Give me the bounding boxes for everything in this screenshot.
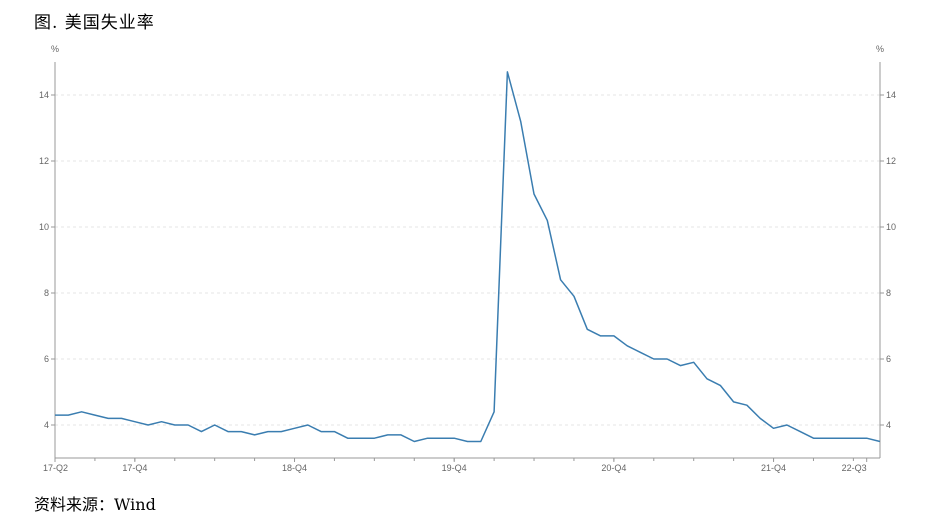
x-tick-label: 17-Q2 xyxy=(43,463,68,473)
x-tick-label: 18-Q4 xyxy=(282,463,307,473)
y-tick-label-right: 10 xyxy=(886,222,896,232)
y-tick-label-left: 4 xyxy=(44,420,49,430)
y-tick-label-left: 10 xyxy=(39,222,49,232)
x-tick-label: 20-Q4 xyxy=(601,463,626,473)
x-tick-label: 22-Q3 xyxy=(842,463,867,473)
x-tick-label: 19-Q4 xyxy=(442,463,467,473)
y-tick-labels: 4 4 6 6 8 8 10 10 12 12 14 14%% xyxy=(39,44,896,430)
plot-area xyxy=(55,71,881,443)
y-tick-label-left: 6 xyxy=(44,354,49,364)
y-tick-label-left: 8 xyxy=(44,288,49,298)
chart-title: 图. 美国失业率 xyxy=(34,13,155,33)
y-tick-label-right: 8 xyxy=(886,288,891,298)
x-tick-label: 21-Q4 xyxy=(761,463,786,473)
x-tick-label: 17-Q4 xyxy=(122,463,147,473)
x-tick-labels: 17-Q2 17-Q4 18-Q4 19-Q4 20-Q4 21-Q4 22-Q3 xyxy=(43,463,867,473)
data-source-note: 资料来源：Wind xyxy=(34,495,156,514)
gridlines xyxy=(55,94,880,426)
unemployment-rate-line xyxy=(55,71,881,443)
y-tick-label-right: 4 xyxy=(886,420,891,430)
y-tick-label-right: 6 xyxy=(886,354,891,364)
y-tick-label-left: 14 xyxy=(39,90,49,100)
y-tick-label-left: 12 xyxy=(39,156,49,166)
y-unit-label-left: % xyxy=(51,44,59,54)
y-tick-label-right: 14 xyxy=(886,90,896,100)
axes xyxy=(51,62,884,462)
y-unit-label-right: % xyxy=(876,44,884,54)
y-tick-label-right: 12 xyxy=(886,156,896,166)
